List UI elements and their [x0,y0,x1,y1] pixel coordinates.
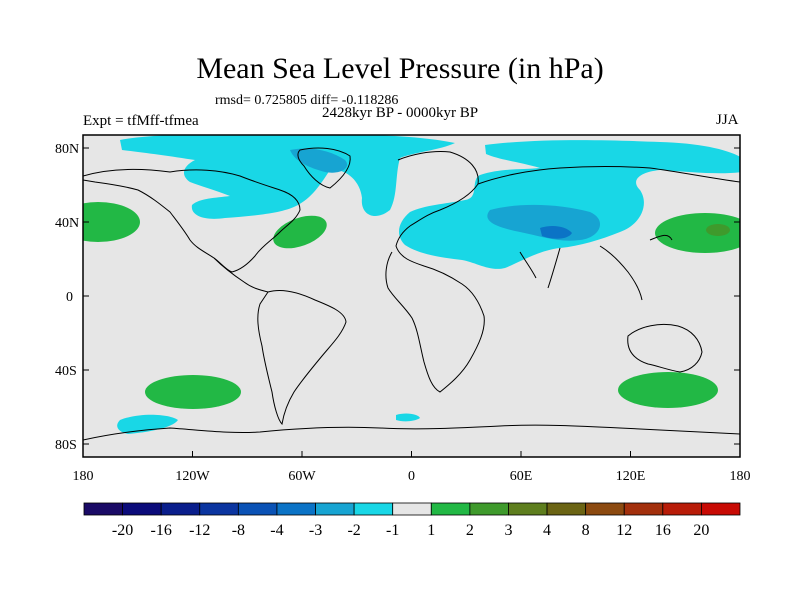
neg-anomaly-north-america-arctic [120,135,455,219]
colorbar-label: 12 [616,522,632,539]
lon-label-60w: 60W [288,469,316,484]
pos-anomaly-north-atlantic [273,215,327,249]
colorbar-box [315,502,355,516]
season-label: JJA [716,112,739,128]
colorbar-label: -16 [151,522,172,539]
neg-anomaly-asia-core [487,204,601,241]
lat-label-40s: 40S [55,364,77,379]
colorbar-label: 1 [427,522,435,539]
lon-label-180w: 180 [73,469,94,484]
coast-north-america [83,168,301,273]
lat-label-80n: 80N [55,142,79,157]
colorbar [83,502,741,516]
pos-anomaly-north-pacific-west [655,213,740,253]
coastlines [83,147,740,441]
coast-australia [627,323,703,373]
lat-label-80s: 80S [55,438,77,453]
colorbar-box [585,502,625,516]
lon-label-180e: 180 [730,469,751,484]
colorbar-box [623,502,664,516]
colorbar-label: 2 [466,522,474,539]
stats-line: rmsd= 0.725805 diff= -0.118286 [215,93,399,108]
neg-anomaly-asia-deep [540,225,572,239]
colorbar-label: -4 [270,522,283,539]
colorbar-box [701,502,741,516]
lon-label-60e: 60E [510,469,533,484]
colorbar-box [160,502,201,516]
colorbar-label: -1 [386,522,399,539]
pos-anomaly-south-indian [618,372,718,408]
colorbar-label: -8 [232,522,245,539]
colorbar-label: 4 [543,522,551,539]
colorbar-label: 8 [582,522,590,539]
colorbar-box [199,502,239,516]
colorbar-labels: -20 -16 -12 -8 -4 -3 -2 -1 1 2 3 4 8 12 16 20 [112,522,709,539]
anomaly-field [83,135,740,434]
colorbar-box [546,502,587,516]
colorbar-label: -20 [112,522,133,539]
lat-label-0: 0 [66,290,73,305]
period-label: 2428kyr BP - 0000kyr BP [322,105,479,121]
colorbar-label: -3 [309,522,322,539]
coast-asia [477,166,740,301]
neg-anomaly-south-atlantic [396,413,420,422]
colorbar-box [353,502,394,516]
colorbar-label: -2 [347,522,360,539]
lon-label-120e: 120E [616,469,646,484]
colorbar-box [469,502,509,516]
colorbar-box [122,502,162,516]
coast-greenland [297,147,351,189]
lat-label-40n: 40N [55,216,79,231]
coast-europe-africa [385,151,485,393]
colorbar-box [276,502,316,516]
colorbar-box [392,502,432,516]
pos-anomaly-north-pacific-core [706,224,730,236]
lon-label-120w: 120W [175,469,210,484]
colorbar-label: 20 [693,522,709,539]
colorbar-box [83,502,123,516]
pos-anomaly-south-pacific [145,375,241,409]
axis-ticks [82,147,741,457]
coast-antarctica [83,424,740,441]
colorbar-box [662,502,702,516]
lon-label-0: 0 [408,469,415,484]
colorbar-box [237,502,278,516]
experiment-label: Expt = tfMff-tfmea [83,113,199,129]
neg-anomaly-south-pacific [117,414,178,434]
chart-title: Mean Sea Level Pressure (in hPa) [196,52,604,85]
coast-south-america [257,289,347,426]
colorbar-label: 16 [655,522,671,539]
coast-central-america [213,257,269,293]
colorbar-box [430,502,471,516]
colorbar-label: 3 [504,522,512,539]
neg-anomaly-eurasia [399,140,740,269]
pos-anomaly-north-pacific-east [83,202,140,242]
neg-anomaly-mid-north-atlantic [290,148,348,173]
colorbar-label: -12 [189,522,210,539]
colorbar-box [508,502,548,516]
